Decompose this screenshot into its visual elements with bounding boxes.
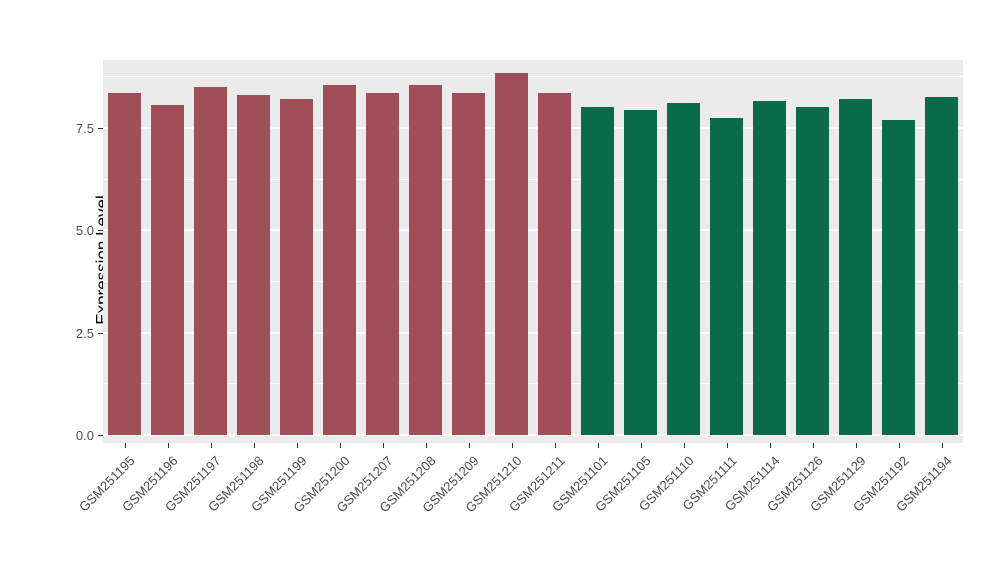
gridline-major xyxy=(103,433,963,436)
bar-GSM251129 xyxy=(839,99,872,435)
bar-GSM251192 xyxy=(882,119,915,435)
gridline-minor xyxy=(103,280,963,282)
gridline-minor xyxy=(103,178,963,180)
x-tick-mark xyxy=(855,443,857,448)
gridline-minor xyxy=(103,383,963,385)
bar-GSM251197 xyxy=(194,87,227,435)
y-tick-label: 5.0 xyxy=(75,223,94,239)
plot-panel xyxy=(103,60,963,443)
x-tick-mark xyxy=(468,443,470,448)
x-tick-mark xyxy=(726,443,728,448)
bar-GSM251200 xyxy=(323,84,356,435)
bar-GSM251211 xyxy=(538,93,571,435)
x-tick-mark xyxy=(253,443,255,448)
y-tick-label: 2.5 xyxy=(75,325,94,341)
x-tick-mark xyxy=(425,443,427,448)
y-tick-mark xyxy=(98,127,103,129)
x-tick-mark xyxy=(597,443,599,448)
x-tick-mark xyxy=(167,443,169,448)
x-tick-mark xyxy=(382,443,384,448)
x-tick-mark xyxy=(769,443,771,448)
gridline-major xyxy=(103,229,963,232)
x-tick-mark xyxy=(683,443,685,448)
x-tick-mark xyxy=(640,443,642,448)
x-tick-mark xyxy=(812,443,814,448)
y-tick-label: 7.5 xyxy=(75,120,94,136)
y-tick-mark xyxy=(98,230,103,232)
bar-GSM251105 xyxy=(624,109,657,435)
y-tick-mark xyxy=(98,434,103,436)
bar-GSM251209 xyxy=(452,93,485,435)
bar-GSM251195 xyxy=(108,93,141,435)
bar-GSM251114 xyxy=(753,101,786,435)
bar-GSM251196 xyxy=(151,105,184,435)
gridline-minor xyxy=(103,76,963,78)
x-tick-mark xyxy=(124,443,126,448)
bar-GSM251207 xyxy=(366,93,399,435)
gridline-major xyxy=(103,126,963,129)
bar-GSM251194 xyxy=(925,97,958,435)
bar-GSM251199 xyxy=(280,99,313,435)
bar-GSM251126 xyxy=(796,107,829,435)
bar-GSM251111 xyxy=(710,117,743,435)
x-tick-mark xyxy=(511,443,513,448)
x-tick-mark xyxy=(210,443,212,448)
bar-GSM251110 xyxy=(667,103,700,435)
x-tick-mark xyxy=(554,443,556,448)
gridline-major xyxy=(103,331,963,334)
bar-GSM251208 xyxy=(409,84,442,435)
bar-GSM251210 xyxy=(495,72,528,435)
x-tick-mark xyxy=(339,443,341,448)
bar-GSM251198 xyxy=(237,95,270,435)
x-tick-mark xyxy=(941,443,943,448)
y-tick-mark xyxy=(98,332,103,334)
bar-GSM251101 xyxy=(581,107,614,435)
x-tick-mark xyxy=(898,443,900,448)
y-tick-label: 0.0 xyxy=(75,427,94,443)
x-tick-mark xyxy=(296,443,298,448)
